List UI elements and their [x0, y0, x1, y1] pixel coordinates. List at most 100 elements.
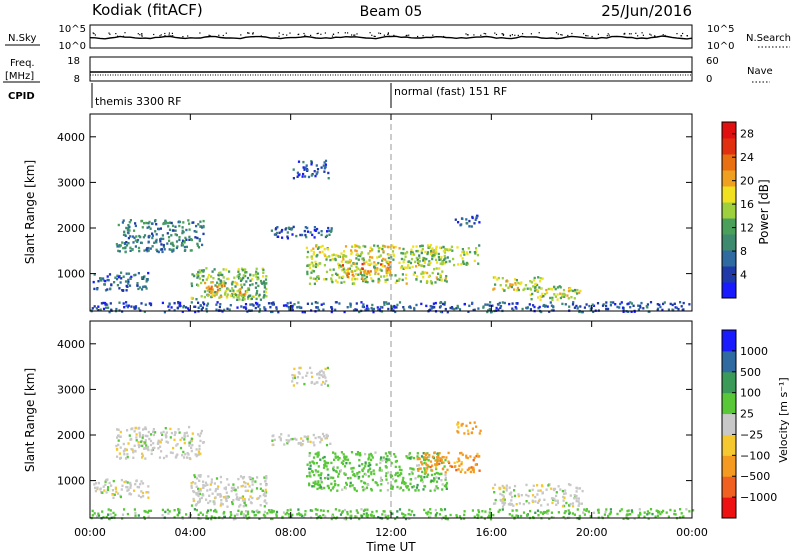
- data-cell: [137, 246, 141, 250]
- data-cell: [242, 274, 245, 277]
- data-cell: [404, 255, 407, 258]
- data-cell: [673, 512, 676, 516]
- data-cell: [270, 310, 273, 314]
- data-cell: [363, 481, 366, 484]
- data-cell: [404, 514, 407, 517]
- data-cell: [344, 473, 347, 476]
- data-cell: [334, 308, 337, 311]
- data-cell: [123, 242, 127, 246]
- data-cell: [223, 515, 226, 519]
- data-cell: [322, 466, 326, 469]
- data-cell: [275, 307, 278, 311]
- data-cell: [132, 451, 135, 454]
- data-cell: [401, 252, 404, 255]
- data-cell: [435, 245, 438, 249]
- data-cell: [346, 306, 349, 309]
- data-cell: [370, 458, 373, 462]
- data-cell: [124, 457, 128, 460]
- data-cell: [313, 473, 316, 477]
- data-cell: [198, 238, 201, 241]
- data-cell: [215, 292, 218, 296]
- data-cell: [463, 432, 466, 435]
- data-cell: [327, 486, 330, 490]
- data-cell: [202, 494, 205, 497]
- data-cell: [275, 231, 278, 235]
- beam-title: Beam 05: [360, 4, 423, 20]
- data-cell: [416, 457, 419, 461]
- data-cell: [536, 509, 540, 512]
- data-cell: [129, 438, 132, 441]
- data-cell: [425, 456, 428, 459]
- data-cell: [675, 306, 679, 310]
- velocity-colorbar-frame: [721, 329, 737, 519]
- data-cell: [355, 302, 358, 305]
- data-cell: [423, 484, 426, 488]
- data-cell: [436, 261, 439, 264]
- data-cell: [365, 278, 368, 282]
- data-cell: [224, 497, 227, 500]
- data-cell: [501, 287, 504, 291]
- data-cell: [188, 228, 191, 231]
- velocity-colorbar-swatch: [722, 476, 736, 498]
- data-cell: [353, 474, 357, 478]
- data-cell: [239, 475, 243, 478]
- data-cell: [562, 499, 565, 502]
- data-cell: [453, 461, 456, 465]
- data-cell: [324, 376, 327, 379]
- data-cell: [408, 453, 411, 456]
- data-cell: [259, 487, 262, 490]
- data-cell: [488, 511, 491, 514]
- data-cell: [445, 280, 448, 283]
- data-cell: [440, 279, 443, 282]
- data-cell: [152, 442, 155, 445]
- data-cell: [585, 509, 588, 512]
- data-cell: [232, 483, 235, 486]
- nsky-point: [406, 34, 408, 36]
- data-cell: [401, 512, 404, 515]
- data-cell: [366, 508, 369, 511]
- data-cell: [387, 302, 390, 305]
- data-cell: [322, 302, 325, 305]
- data-cell: [231, 292, 234, 296]
- data-cell: [199, 432, 203, 435]
- data-cell: [588, 304, 591, 308]
- nsky-point: [252, 33, 254, 35]
- data-cell: [553, 293, 556, 296]
- data-cell: [168, 221, 172, 224]
- data-cell: [133, 274, 136, 277]
- data-cell: [264, 494, 267, 497]
- data-cell: [181, 231, 184, 235]
- data-cell: [499, 305, 503, 308]
- data-cell: [192, 490, 195, 493]
- data-cell: [364, 309, 367, 312]
- data-cell: [517, 288, 520, 292]
- data-cell: [167, 236, 171, 239]
- data-cell: [388, 269, 392, 272]
- data-cell: [97, 309, 100, 312]
- data-cell: [171, 224, 175, 227]
- data-cell: [234, 285, 237, 288]
- data-cell: [443, 254, 446, 258]
- data-cell: [404, 482, 407, 485]
- data-cell: [429, 508, 432, 511]
- data-cell: [436, 463, 439, 466]
- data-cell: [575, 497, 578, 500]
- data-cell: [201, 306, 204, 309]
- data-cell: [124, 280, 128, 283]
- data-cell: [116, 455, 119, 458]
- data-cell: [343, 271, 346, 274]
- data-cell: [554, 295, 557, 298]
- data-cell: [161, 234, 164, 237]
- data-cell: [171, 243, 174, 246]
- data-cell: [425, 281, 428, 284]
- data-cell: [276, 226, 279, 229]
- data-cell: [167, 512, 170, 515]
- data-cell: [367, 271, 371, 274]
- data-cell: [413, 253, 416, 256]
- data-cell: [355, 474, 358, 478]
- data-cell: [550, 487, 553, 490]
- data-cell: [125, 241, 128, 244]
- data-cell: [321, 244, 324, 248]
- data-cell: [180, 244, 183, 247]
- power-colorbar-swatch: [722, 202, 736, 219]
